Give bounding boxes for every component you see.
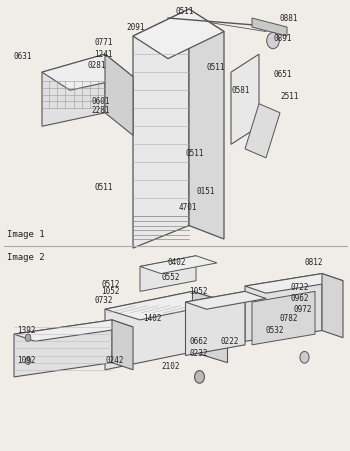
Text: 1052: 1052 xyxy=(102,287,120,296)
Polygon shape xyxy=(140,256,196,291)
Text: 0511: 0511 xyxy=(94,183,113,192)
Polygon shape xyxy=(252,291,315,345)
Text: 0972: 0972 xyxy=(294,305,313,314)
Text: 1092: 1092 xyxy=(18,356,36,365)
Text: 0881: 0881 xyxy=(280,14,299,23)
Polygon shape xyxy=(231,54,259,144)
Text: 0601: 0601 xyxy=(91,97,110,106)
Text: 0511: 0511 xyxy=(175,7,194,16)
Polygon shape xyxy=(186,291,245,355)
Polygon shape xyxy=(133,9,189,248)
Text: 0631: 0631 xyxy=(14,52,33,61)
Text: Image 1: Image 1 xyxy=(7,230,45,239)
Text: 0232: 0232 xyxy=(189,349,208,358)
Text: Image 2: Image 2 xyxy=(7,253,45,262)
Text: 0402: 0402 xyxy=(168,258,187,267)
Polygon shape xyxy=(105,54,133,135)
Text: 1052: 1052 xyxy=(189,287,208,296)
Polygon shape xyxy=(322,274,343,338)
Text: 2281: 2281 xyxy=(91,106,110,115)
Text: 0722: 0722 xyxy=(290,283,309,292)
Circle shape xyxy=(25,357,31,364)
Polygon shape xyxy=(245,104,280,158)
Polygon shape xyxy=(245,274,322,341)
Polygon shape xyxy=(252,18,287,36)
Circle shape xyxy=(25,334,31,341)
Text: 0151: 0151 xyxy=(196,187,215,196)
Polygon shape xyxy=(189,9,224,239)
Polygon shape xyxy=(42,54,133,90)
Text: 0812: 0812 xyxy=(304,258,323,267)
Text: 0782: 0782 xyxy=(280,313,299,322)
Polygon shape xyxy=(140,256,217,274)
Polygon shape xyxy=(105,291,192,370)
Text: 0532: 0532 xyxy=(266,326,285,335)
Text: 1392: 1392 xyxy=(18,326,36,335)
Polygon shape xyxy=(245,274,343,293)
Text: 0891: 0891 xyxy=(273,34,292,43)
Text: 0511: 0511 xyxy=(206,63,225,72)
Text: 0662: 0662 xyxy=(189,337,208,346)
Circle shape xyxy=(300,351,309,363)
Text: 0962: 0962 xyxy=(290,294,309,303)
Text: 2091: 2091 xyxy=(126,23,145,32)
Polygon shape xyxy=(133,9,224,59)
Text: 0512: 0512 xyxy=(102,280,120,289)
Text: 0552: 0552 xyxy=(161,273,180,281)
Circle shape xyxy=(267,32,279,49)
Text: 2102: 2102 xyxy=(161,362,180,371)
Polygon shape xyxy=(105,291,228,320)
Polygon shape xyxy=(14,320,112,377)
Text: 1402: 1402 xyxy=(144,313,162,322)
Text: 0771: 0771 xyxy=(94,38,113,47)
Text: 2511: 2511 xyxy=(280,92,299,101)
Polygon shape xyxy=(186,291,266,309)
Text: 0511: 0511 xyxy=(186,149,204,158)
Text: 1241: 1241 xyxy=(94,50,113,59)
Polygon shape xyxy=(14,320,133,341)
Text: 0732: 0732 xyxy=(94,296,113,305)
Text: 0281: 0281 xyxy=(88,61,106,70)
Polygon shape xyxy=(112,320,133,370)
Text: 0222: 0222 xyxy=(220,337,239,346)
Text: 4701: 4701 xyxy=(178,203,197,212)
Polygon shape xyxy=(42,54,105,126)
Polygon shape xyxy=(193,291,228,363)
Text: 0581: 0581 xyxy=(231,86,250,95)
Text: 0242: 0242 xyxy=(105,356,124,365)
Text: 0651: 0651 xyxy=(273,70,292,79)
Circle shape xyxy=(195,371,204,383)
